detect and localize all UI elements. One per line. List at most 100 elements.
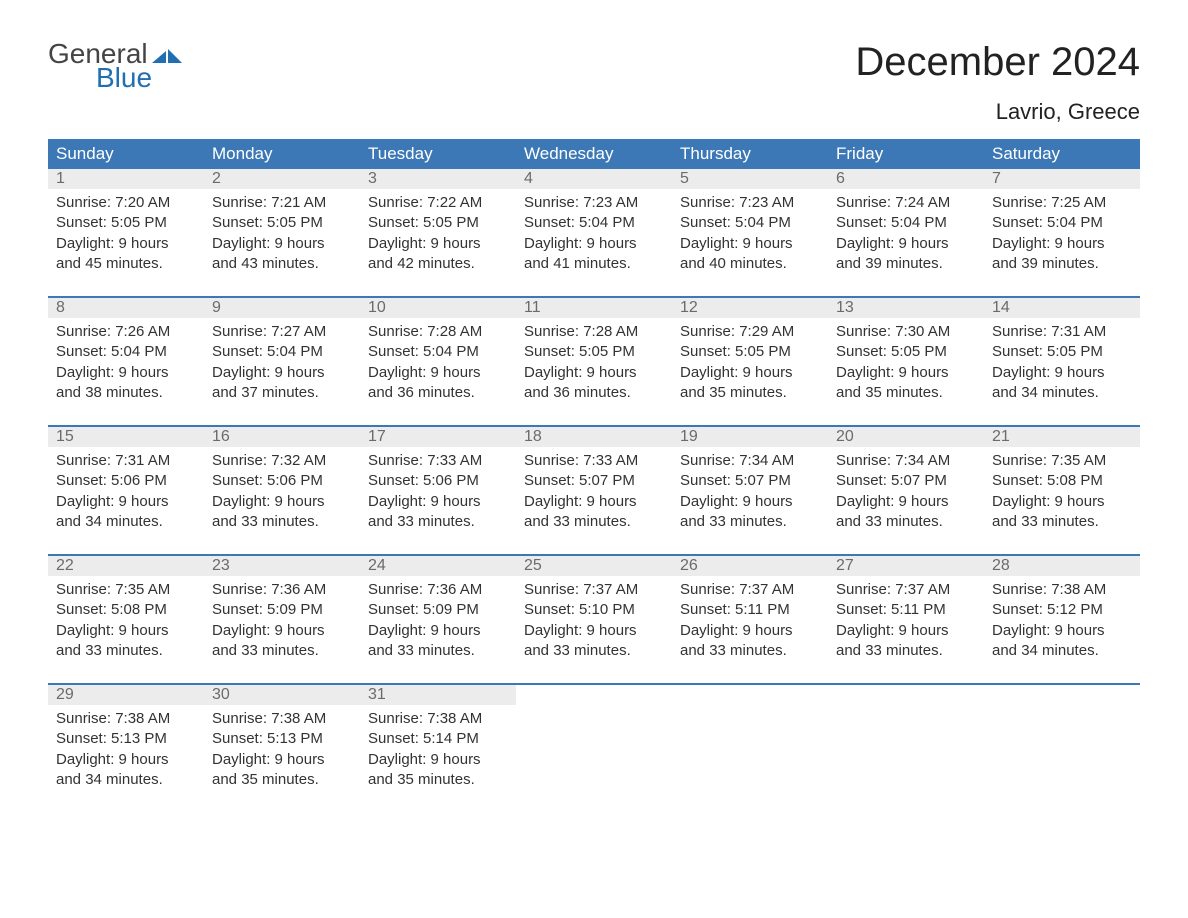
day-cell: Sunrise: 7:37 AMSunset: 5:11 PMDaylight:… xyxy=(672,576,828,684)
day-number-cell: 7 xyxy=(984,169,1140,189)
daylight-line1: Daylight: 9 hours xyxy=(680,492,820,512)
week-daynum-row: 891011121314 xyxy=(48,297,1140,318)
daylight-line1: Daylight: 9 hours xyxy=(992,621,1132,641)
daylight-line2: and 38 minutes. xyxy=(56,383,196,403)
daylight-line2: and 39 minutes. xyxy=(992,254,1132,274)
day-cell: Sunrise: 7:30 AMSunset: 5:05 PMDaylight:… xyxy=(828,318,984,426)
daylight-line2: and 33 minutes. xyxy=(56,641,196,661)
sunrise-line: Sunrise: 7:35 AM xyxy=(992,451,1132,471)
daylight-line2: and 36 minutes. xyxy=(368,383,508,403)
day-cell: Sunrise: 7:24 AMSunset: 5:04 PMDaylight:… xyxy=(828,189,984,297)
day-cell: Sunrise: 7:35 AMSunset: 5:08 PMDaylight:… xyxy=(48,576,204,684)
day-cell: Sunrise: 7:29 AMSunset: 5:05 PMDaylight:… xyxy=(672,318,828,426)
daylight-line1: Daylight: 9 hours xyxy=(836,234,976,254)
daylight-line2: and 35 minutes. xyxy=(368,770,508,790)
title-block: December 2024 Lavrio, Greece xyxy=(855,40,1140,125)
week-daynum-row: 293031 xyxy=(48,684,1140,705)
sunset-line: Sunset: 5:04 PM xyxy=(368,342,508,362)
dayheader-sunday: Sunday xyxy=(48,139,204,169)
sunset-line: Sunset: 5:14 PM xyxy=(368,729,508,749)
sunrise-line: Sunrise: 7:24 AM xyxy=(836,193,976,213)
sunset-line: Sunset: 5:11 PM xyxy=(836,600,976,620)
sunrise-line: Sunrise: 7:35 AM xyxy=(56,580,196,600)
sunrise-line: Sunrise: 7:29 AM xyxy=(680,322,820,342)
week-content-row: Sunrise: 7:20 AMSunset: 5:05 PMDaylight:… xyxy=(48,189,1140,297)
day-cell xyxy=(984,705,1140,812)
day-number-cell: 24 xyxy=(360,555,516,576)
sunrise-line: Sunrise: 7:25 AM xyxy=(992,193,1132,213)
location-label: Lavrio, Greece xyxy=(855,99,1140,125)
daylight-line1: Daylight: 9 hours xyxy=(368,234,508,254)
day-number-cell: 25 xyxy=(516,555,672,576)
day-cell: Sunrise: 7:37 AMSunset: 5:11 PMDaylight:… xyxy=(828,576,984,684)
day-number-cell: 9 xyxy=(204,297,360,318)
daylight-line2: and 33 minutes. xyxy=(524,512,664,532)
sunrise-line: Sunrise: 7:37 AM xyxy=(836,580,976,600)
day-number-cell: 10 xyxy=(360,297,516,318)
day-number-cell: 5 xyxy=(672,169,828,189)
sunset-line: Sunset: 5:06 PM xyxy=(368,471,508,491)
day-cell: Sunrise: 7:31 AMSunset: 5:05 PMDaylight:… xyxy=(984,318,1140,426)
sunset-line: Sunset: 5:04 PM xyxy=(56,342,196,362)
day-number-cell: 22 xyxy=(48,555,204,576)
day-number-cell: 26 xyxy=(672,555,828,576)
daylight-line1: Daylight: 9 hours xyxy=(212,621,352,641)
page-title: December 2024 xyxy=(855,40,1140,85)
sunset-line: Sunset: 5:13 PM xyxy=(56,729,196,749)
sunrise-line: Sunrise: 7:20 AM xyxy=(56,193,196,213)
day-cell: Sunrise: 7:34 AMSunset: 5:07 PMDaylight:… xyxy=(672,447,828,555)
daylight-line1: Daylight: 9 hours xyxy=(680,363,820,383)
day-cell: Sunrise: 7:26 AMSunset: 5:04 PMDaylight:… xyxy=(48,318,204,426)
sunset-line: Sunset: 5:05 PM xyxy=(368,213,508,233)
daylight-line1: Daylight: 9 hours xyxy=(368,750,508,770)
day-cell: Sunrise: 7:28 AMSunset: 5:04 PMDaylight:… xyxy=(360,318,516,426)
daylight-line1: Daylight: 9 hours xyxy=(524,363,664,383)
day-cell: Sunrise: 7:21 AMSunset: 5:05 PMDaylight:… xyxy=(204,189,360,297)
sunrise-line: Sunrise: 7:28 AM xyxy=(368,322,508,342)
day-cell: Sunrise: 7:36 AMSunset: 5:09 PMDaylight:… xyxy=(204,576,360,684)
daylight-line1: Daylight: 9 hours xyxy=(992,492,1132,512)
day-cell: Sunrise: 7:23 AMSunset: 5:04 PMDaylight:… xyxy=(516,189,672,297)
sunrise-line: Sunrise: 7:33 AM xyxy=(368,451,508,471)
day-number-cell: 4 xyxy=(516,169,672,189)
day-cell: Sunrise: 7:36 AMSunset: 5:09 PMDaylight:… xyxy=(360,576,516,684)
day-number-cell xyxy=(516,684,672,705)
daylight-line1: Daylight: 9 hours xyxy=(368,363,508,383)
day-number-cell: 19 xyxy=(672,426,828,447)
week-daynum-row: 1234567 xyxy=(48,169,1140,189)
daylight-line2: and 43 minutes. xyxy=(212,254,352,274)
day-number-cell: 14 xyxy=(984,297,1140,318)
dayheader-monday: Monday xyxy=(204,139,360,169)
daylight-line1: Daylight: 9 hours xyxy=(368,621,508,641)
sunset-line: Sunset: 5:07 PM xyxy=(524,471,664,491)
day-cell: Sunrise: 7:34 AMSunset: 5:07 PMDaylight:… xyxy=(828,447,984,555)
day-number-cell: 30 xyxy=(204,684,360,705)
daylight-line2: and 45 minutes. xyxy=(56,254,196,274)
sunset-line: Sunset: 5:04 PM xyxy=(524,213,664,233)
daylight-line1: Daylight: 9 hours xyxy=(368,492,508,512)
daylight-line2: and 35 minutes. xyxy=(212,770,352,790)
day-cell xyxy=(516,705,672,812)
daylight-line2: and 33 minutes. xyxy=(680,641,820,661)
daylight-line2: and 35 minutes. xyxy=(680,383,820,403)
day-cell: Sunrise: 7:32 AMSunset: 5:06 PMDaylight:… xyxy=(204,447,360,555)
week-content-row: Sunrise: 7:26 AMSunset: 5:04 PMDaylight:… xyxy=(48,318,1140,426)
sunset-line: Sunset: 5:08 PM xyxy=(992,471,1132,491)
daylight-line1: Daylight: 9 hours xyxy=(524,234,664,254)
daylight-line1: Daylight: 9 hours xyxy=(212,363,352,383)
sunset-line: Sunset: 5:13 PM xyxy=(212,729,352,749)
day-number-cell xyxy=(984,684,1140,705)
daylight-line1: Daylight: 9 hours xyxy=(524,492,664,512)
sunset-line: Sunset: 5:05 PM xyxy=(212,213,352,233)
day-cell: Sunrise: 7:22 AMSunset: 5:05 PMDaylight:… xyxy=(360,189,516,297)
sunset-line: Sunset: 5:06 PM xyxy=(56,471,196,491)
day-cell: Sunrise: 7:37 AMSunset: 5:10 PMDaylight:… xyxy=(516,576,672,684)
sunset-line: Sunset: 5:05 PM xyxy=(836,342,976,362)
daylight-line2: and 34 minutes. xyxy=(56,770,196,790)
daylight-line2: and 33 minutes. xyxy=(836,641,976,661)
daylight-line2: and 35 minutes. xyxy=(836,383,976,403)
sunset-line: Sunset: 5:07 PM xyxy=(680,471,820,491)
daylight-line1: Daylight: 9 hours xyxy=(992,234,1132,254)
daylight-line2: and 34 minutes. xyxy=(992,641,1132,661)
sunrise-line: Sunrise: 7:38 AM xyxy=(368,709,508,729)
